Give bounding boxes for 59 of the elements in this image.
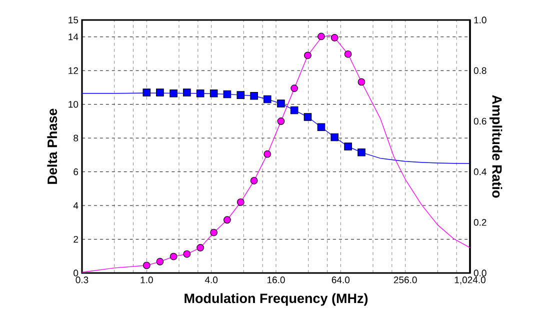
y2-tick-label: 0.8	[474, 67, 486, 74]
y-tick-label: 12	[68, 67, 78, 74]
point	[196, 244, 204, 252]
y-tick-label: 0	[74, 270, 78, 276]
y2-tick-label: 1.0	[474, 16, 486, 24]
y2-tick-label: 0.4	[474, 168, 486, 176]
y2-axis-title: Amplitude Ratio	[490, 95, 502, 198]
point	[317, 123, 326, 132]
point	[277, 100, 285, 108]
y-tick-label: 4	[73, 202, 78, 209]
point	[358, 78, 366, 86]
point	[170, 252, 178, 260]
y-tick-label: 10	[68, 100, 78, 108]
point	[196, 89, 204, 98]
point	[236, 91, 245, 99]
point	[156, 88, 164, 96]
y2-tick-label: 0.2	[474, 219, 486, 226]
point	[223, 90, 232, 98]
x-tick-label: 16.0	[267, 276, 285, 284]
point	[290, 84, 298, 92]
point	[183, 250, 191, 258]
point	[142, 88, 151, 96]
y-tick-label: 2	[74, 236, 78, 243]
point	[210, 228, 218, 236]
point	[277, 117, 285, 125]
x-axis-title: Modulation Frequency (MHz)	[184, 293, 368, 306]
point	[250, 176, 258, 184]
point	[344, 142, 352, 150]
x-tick-label: 0.3	[76, 276, 88, 284]
x-tick-label: 4.0	[204, 276, 218, 284]
x-tick-label: 1,024.0	[454, 276, 486, 284]
point	[290, 106, 298, 114]
point	[344, 50, 352, 58]
y2-tick-label: 0.0	[474, 270, 486, 276]
point	[358, 148, 366, 156]
point	[236, 198, 244, 206]
y-tick-label: 8	[74, 134, 78, 142]
point	[250, 92, 258, 100]
point	[330, 133, 339, 142]
x-tick-label: 256.0	[394, 276, 417, 284]
point	[330, 34, 338, 42]
point	[210, 89, 218, 98]
x-tick-label: 64.0	[332, 276, 350, 284]
point	[183, 88, 191, 96]
y-tick-label: 6	[74, 168, 78, 176]
y-tick-label: 15	[68, 16, 78, 24]
point	[264, 150, 272, 158]
y2-tick-label: 0.6	[474, 118, 486, 125]
y-tick-label: 14	[68, 34, 78, 40]
y-axis-title: Delta Phase	[47, 108, 58, 184]
point	[170, 89, 178, 98]
point	[318, 32, 325, 40]
point	[304, 52, 312, 60]
point	[156, 258, 164, 266]
point	[142, 262, 150, 270]
point	[223, 216, 231, 224]
point	[263, 95, 272, 104]
point	[304, 113, 312, 121]
x-tick-label: 1.0	[140, 276, 153, 284]
